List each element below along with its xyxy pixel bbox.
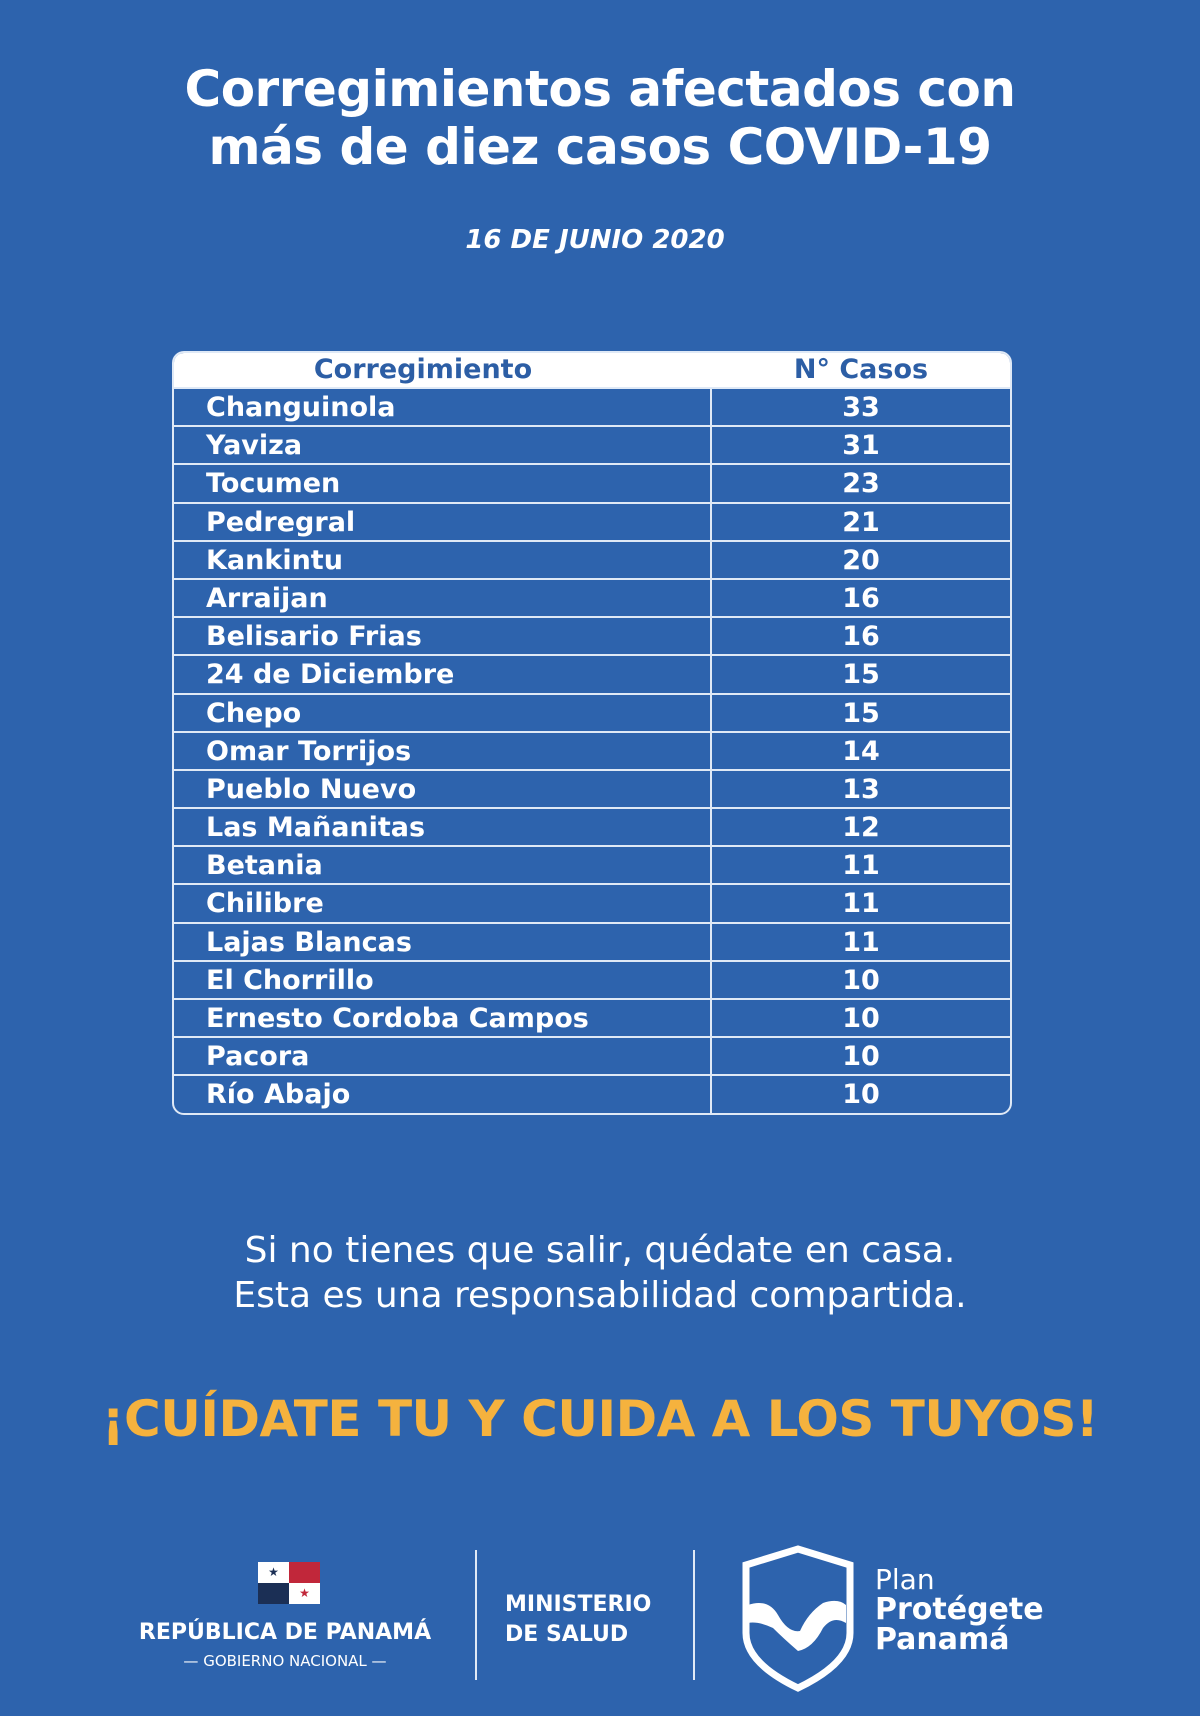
table-row: Chepo 15: [174, 692, 1010, 731]
corregimiento-cell: Tocumen: [174, 465, 712, 502]
casos-cell: 15: [842, 697, 880, 729]
corregimiento-cell: Arraijan: [174, 579, 712, 617]
casos-cell: 15: [842, 659, 880, 691]
table-row: Chilibre 11: [174, 883, 1010, 922]
casos-cell: 16: [842, 621, 880, 653]
page-title: Corregimientos afectados con más de diez…: [0, 60, 1200, 176]
corregimiento-cell: Betania: [174, 847, 712, 884]
header-corregimiento: Corregimiento: [313, 354, 533, 385]
corregimiento-cell: Pueblo Nuevo: [174, 770, 712, 808]
casos-cell: 31: [842, 430, 880, 462]
corregimiento-cell: Las Mañanitas: [174, 809, 712, 846]
plan-line-3: Panamá: [875, 1622, 1010, 1657]
table-row: Changuinola 33: [174, 387, 1010, 426]
casos-cell: 12: [842, 812, 880, 844]
corregimiento-cell: Omar Torrijos: [174, 732, 712, 769]
table-row: Omar Torrijos 14: [174, 730, 1010, 769]
table-row: Yaviza 31: [174, 425, 1010, 464]
casos-cell: 10: [842, 1079, 880, 1111]
stay-home-message: Si no tienes que salir, quédate en casa.…: [0, 1228, 1200, 1318]
table-row: Betania 11: [174, 845, 1010, 884]
table-row: Río Abajo 10: [174, 1074, 1010, 1113]
casos-cell: 23: [842, 468, 880, 500]
casos-cell: 11: [842, 926, 880, 958]
table-row: Pueblo Nuevo 13: [174, 768, 1010, 808]
casos-cell: 11: [842, 850, 880, 882]
table-row: Lajas Blancas 11: [174, 921, 1010, 960]
table-row: Tocumen 23: [174, 463, 1010, 502]
ministerio-line-1: MINISTERIO: [505, 1592, 652, 1617]
divider: [693, 1550, 695, 1680]
plan-line-1: Plan: [875, 1563, 935, 1596]
divider: [475, 1550, 477, 1680]
message-line-1: Si no tienes que salir, quédate en casa.: [244, 1230, 956, 1271]
casos-cell: 10: [842, 964, 880, 996]
cases-table: Corregimiento N° Casos Changuinola 33 Yavi…: [172, 351, 1012, 1115]
shield-map-icon: [742, 1545, 854, 1692]
casos-cell: 14: [842, 735, 880, 767]
date: 16 DE JUNIO 2020: [465, 225, 725, 255]
corregimiento-cell: Chilibre: [174, 885, 712, 922]
plan-protegete-logo: Plan Protégete Panamá: [875, 1565, 1044, 1655]
corregimiento-cell: Belisario Frias: [174, 618, 712, 655]
table-row: Arraijan 16: [174, 577, 1010, 617]
corregimiento-cell: Ernesto Cordoba Campos: [174, 1000, 712, 1037]
corregimiento-cell: Pacora: [174, 1038, 712, 1075]
casos-cell: 13: [842, 773, 880, 805]
casos-cell: 21: [842, 506, 880, 538]
table-row: Las Mañanitas 12: [174, 807, 1010, 846]
casos-cell: 10: [842, 1003, 880, 1034]
casos-cell: 16: [842, 582, 880, 614]
corregimiento-cell: Yaviza: [174, 427, 712, 464]
casos-cell: 20: [842, 544, 880, 576]
corregimiento-cell: El Chorrillo: [174, 961, 712, 998]
casos-cell: 33: [842, 392, 880, 423]
message-line-2: Esta es una responsabilidad compartida.: [233, 1275, 967, 1316]
gobierno-label: — GOBIERNO NACIONAL —: [183, 1652, 387, 1670]
corregimiento-cell: Changuinola: [174, 389, 712, 426]
ministerio-line-2: DE SALUD: [505, 1622, 629, 1647]
table-row: 24 de Diciembre 15: [174, 654, 1010, 693]
table-row: Kankintu 20: [174, 539, 1010, 578]
title-line-1: Corregimientos afectados con: [184, 60, 1016, 118]
table-row: Belisario Frias 16: [174, 616, 1010, 655]
plan-line-2: Protégete: [875, 1592, 1044, 1627]
header-casos: N° Casos: [793, 354, 929, 385]
table-header: Corregimiento N° Casos: [174, 353, 1010, 387]
corregimiento-cell: Pedregral: [174, 503, 712, 540]
corregimiento-cell: Río Abajo: [174, 1076, 712, 1113]
republica-label: REPÚBLICA DE PANAMÁ: [138, 1620, 432, 1645]
corregimiento-cell: 24 de Diciembre: [174, 656, 712, 693]
casos-cell: 10: [842, 1041, 880, 1073]
title-line-2: más de diez casos COVID-19: [208, 118, 992, 176]
panama-flag-icon: ★ ★: [258, 1562, 320, 1604]
call-to-action: ¡CUÍDATE TU Y CUIDA A LOS TUYOS!: [101, 1390, 1099, 1448]
table-row: El Chorrillo 10: [174, 959, 1010, 998]
corregimiento-cell: Chepo: [174, 694, 712, 731]
casos-cell: 11: [842, 888, 880, 920]
corregimiento-cell: Lajas Blancas: [174, 923, 712, 960]
table-row: Pedregral 21: [174, 501, 1010, 540]
table-row: Pacora 10: [174, 1036, 1010, 1075]
ministerio-logo: MINISTERIO DE SALUD: [505, 1590, 651, 1650]
corregimiento-cell: Kankintu: [174, 541, 712, 578]
footer-logos: ★ ★ REPÚBLICA DE PANAMÁ — GOBIERNO NACIO…: [0, 1540, 1200, 1700]
table-row: Ernesto Cordoba Campos 10: [174, 998, 1010, 1037]
